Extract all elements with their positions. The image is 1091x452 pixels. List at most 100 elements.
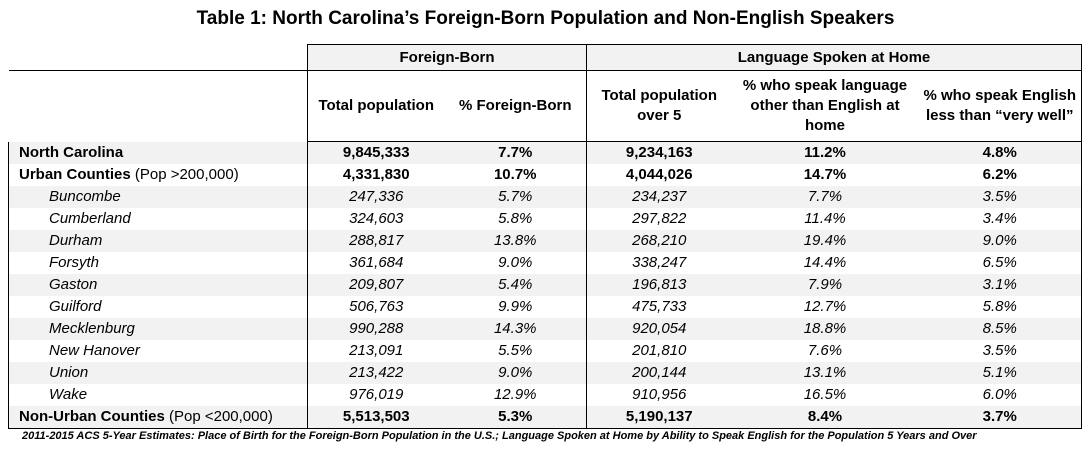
row-note: (Pop >200,000)	[130, 166, 239, 183]
cell-fb-pct: 5.8%	[498, 210, 533, 227]
col-header-lang-less: % who speak English less than “very well…	[918, 70, 1082, 142]
table-row: Non-Urban Counties (Pop <200,000) 5,513,5…	[8, 406, 1082, 429]
cell-lang-total: 338,247	[586, 252, 732, 274]
cell-lang-other: 8.4%	[731, 406, 919, 429]
table-row: Durham 288,817 13.8% 268,210 19.4% 9.0%	[8, 230, 1082, 252]
cell-lang-other: 7.9%	[731, 274, 919, 296]
cell-lang-less: 3.7%	[918, 406, 1082, 429]
cell-lang-less: 3.5%	[918, 340, 1082, 362]
cell-fb-pct: 5.7%	[444, 186, 587, 208]
row-label: Cumberland	[8, 208, 308, 230]
row-name: New Hanover	[49, 342, 140, 359]
row-label: Mecklenburg	[8, 318, 308, 340]
cell-lang-other: 7.6%	[807, 342, 843, 359]
cell-lang-less: 8.5%	[918, 318, 1082, 340]
cell-lang-total: 234,237	[586, 186, 732, 208]
col-header-fb-total: Total population	[307, 70, 445, 142]
cell-fb-pct: 12.9%	[493, 386, 537, 403]
cell-fb-total: 209,807	[307, 274, 445, 296]
row-name: Gaston	[49, 276, 98, 293]
table-row: Urban Counties (Pop >200,000) 4,331,830 10…	[8, 164, 1082, 186]
row-name: Buncombe	[49, 188, 121, 205]
cell-fb-total: 324,603	[307, 208, 445, 230]
cell-lang-less: 6.2%	[918, 164, 1082, 186]
row-label: Union	[8, 362, 308, 384]
cell-lang-other: 14.7%	[803, 166, 847, 183]
table-row: Buncombe 247,336 5.7% 234,237 7.7% 3.5%	[8, 186, 1082, 208]
row-name: Mecklenburg	[49, 320, 135, 337]
cell-fb-total: 990,288	[307, 318, 445, 340]
cell-lang-less: 5.8%	[918, 296, 1082, 318]
cell-lang-less: 3.5%	[918, 186, 1082, 208]
row-label: Forsyth	[8, 252, 308, 274]
row-name: Durham	[49, 232, 103, 249]
group-header-foreign-born: Foreign-Born	[307, 44, 587, 71]
row-label: Durham	[8, 230, 308, 252]
cell-lang-less: 5.1%	[918, 362, 1082, 384]
cell-fb-pct: 5.3%	[444, 406, 587, 429]
table-row: Wake 976,019 12.9% 910,956 16.5% 6.0%	[8, 384, 1082, 406]
cell-fb-total: 361,684	[307, 252, 445, 274]
cell-lang-total: 297,822	[586, 208, 732, 230]
cell-fb-total: 9,845,333	[307, 141, 445, 164]
cell-lang-total: 201,810	[586, 340, 732, 362]
row-name: Union	[49, 364, 89, 381]
cell-fb-total: 247,336	[307, 186, 445, 208]
row-note: (Pop <200,000)	[164, 408, 273, 425]
cell-lang-less: 4.8%	[918, 141, 1082, 164]
cell-lang-total: 196,813	[586, 274, 732, 296]
cell-lang-total: 268,210	[586, 230, 732, 252]
cell-fb-total: 976,019	[307, 384, 445, 406]
cell-fb-pct: 9.0%	[498, 254, 533, 271]
cell-lang-total: 9,234,163	[586, 141, 732, 164]
row-label: Gaston	[8, 274, 308, 296]
col-header-fb-pct: % Foreign-Born	[444, 70, 587, 142]
cell-lang-other: 12.7%	[803, 298, 847, 315]
data-table: Foreign-Born Language Spoken at Home Tot…	[8, 44, 1082, 429]
cell-lang-less: 9.0%	[918, 230, 1082, 252]
row-label: Guilford	[8, 296, 308, 318]
row-label: North Carolina	[8, 141, 308, 164]
cell-fb-pct: 9.0%	[444, 362, 587, 384]
cell-fb-total: 506,763	[307, 296, 445, 318]
row-name: Non-Urban Counties	[19, 408, 165, 425]
cell-lang-less: 3.1%	[918, 274, 1082, 296]
col-header-lang-total: Total population over 5	[586, 70, 732, 142]
table-row: Gaston 209,807 5.4% 196,813 7.9% 3.1%	[8, 274, 1082, 296]
cell-lang-other: 18.8%	[731, 318, 919, 340]
row-label: Wake	[8, 384, 308, 406]
cell-lang-total: 5,190,137	[586, 406, 732, 429]
cell-fb-total: 4,331,830	[307, 164, 445, 186]
row-name: North Carolina	[19, 143, 124, 161]
cell-lang-other: 11.2%	[731, 141, 919, 164]
cell-fb-total: 288,817	[307, 230, 445, 252]
row-name: Wake	[49, 386, 88, 403]
table-row: Guilford 506,763 9.9% 475,733 12.7% 5.8%	[8, 296, 1082, 318]
table-row: Mecklenburg 990,288 14.3% 920,054 18.8% 8.5%	[8, 318, 1082, 340]
table-title: Table 1: North Carolina’s Foreign-Born P…	[196, 8, 895, 29]
cell-fb-pct: 7.7%	[444, 141, 587, 164]
cell-lang-less: 6.0%	[918, 384, 1082, 406]
cell-fb-pct: 5.5%	[498, 342, 533, 359]
cell-fb-total: 213,091	[307, 340, 445, 362]
footnote: 2011-2015 ACS 5-Year Estimates: Place of…	[22, 430, 977, 442]
cell-fb-total: 5,513,503	[307, 406, 445, 429]
cell-lang-less: 6.5%	[918, 252, 1082, 274]
table-row: New Hanover 213,091 5.5% 201,810 7.6% 3.5%	[8, 340, 1082, 362]
row-name: Urban Counties	[19, 166, 131, 183]
cell-lang-total: 910,956	[586, 384, 732, 406]
group-header-language: Language Spoken at Home	[586, 44, 1082, 71]
cell-fb-pct: 10.7%	[493, 166, 537, 183]
table-row: Cumberland 324,603 5.8% 297,822 11.4% 3.4%	[8, 208, 1082, 230]
cell-fb-pct: 14.3%	[444, 318, 587, 340]
table-row: North Carolina 9,845,333 7.7% 9,234,163 11.2…	[8, 141, 1082, 164]
cell-fb-pct: 13.8%	[444, 230, 587, 252]
cell-lang-other: 11.4%	[804, 210, 846, 227]
row-name: Forsyth	[49, 254, 100, 271]
cell-lang-total: 475,733	[586, 296, 732, 318]
cell-fb-pct: 5.4%	[444, 274, 587, 296]
row-name: Guilford	[49, 298, 102, 315]
table-row: Forsyth 361,684 9.0% 338,247 14.4% 6.5%	[8, 252, 1082, 274]
cell-lang-other: 19.4%	[731, 230, 919, 252]
row-label: New Hanover	[8, 340, 308, 362]
